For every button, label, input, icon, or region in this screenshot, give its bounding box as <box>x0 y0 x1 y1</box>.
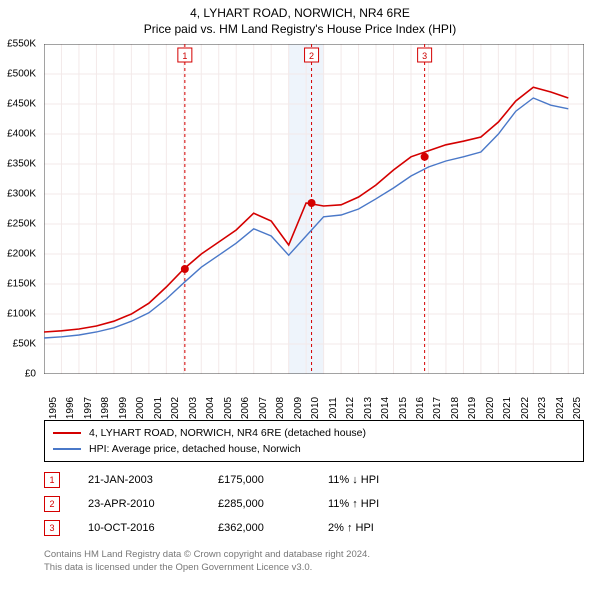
event-marker-3: 3 <box>44 520 60 536</box>
chart-svg: 1 2 3 <box>44 44 584 374</box>
legend-label-property: 4, LYHART ROAD, NORWICH, NR4 6RE (detach… <box>89 425 366 441</box>
event-marker-2: 2 <box>44 496 60 512</box>
svg-text:2: 2 <box>309 51 314 61</box>
event-pct-2: 11% ↑ HPI <box>328 492 448 516</box>
event-pct-1: 11% ↓ HPI <box>328 468 448 492</box>
legend-item-hpi: HPI: Average price, detached house, Norw… <box>53 441 575 457</box>
event-row-1: 1 21-JAN-2003 £175,000 11% ↓ HPI <box>44 468 584 492</box>
legend-swatch-hpi <box>53 448 81 450</box>
chart-area: 1 2 3 <box>44 44 584 374</box>
chart-title-line1: 4, LYHART ROAD, NORWICH, NR4 6RE <box>0 0 600 20</box>
legend: 4, LYHART ROAD, NORWICH, NR4 6RE (detach… <box>44 420 584 462</box>
event-pct-3: 2% ↑ HPI <box>328 516 448 540</box>
legend-swatch-property <box>53 432 81 434</box>
event-date-1: 21-JAN-2003 <box>88 468 218 492</box>
footer-line1: Contains HM Land Registry data © Crown c… <box>44 548 584 561</box>
event-row-2: 2 23-APR-2010 £285,000 11% ↑ HPI <box>44 492 584 516</box>
event-price-3: £362,000 <box>218 516 328 540</box>
events-table: 1 21-JAN-2003 £175,000 11% ↓ HPI 2 23-AP… <box>44 468 584 540</box>
event-date-3: 10-OCT-2016 <box>88 516 218 540</box>
event-price-1: £175,000 <box>218 468 328 492</box>
footer: Contains HM Land Registry data © Crown c… <box>44 548 584 574</box>
x-axis-labels: 1995199619971998199920002001200220032004… <box>44 376 584 416</box>
event-row-3: 3 10-OCT-2016 £362,000 2% ↑ HPI <box>44 516 584 540</box>
y-axis-labels: £0£50K£100K£150K£200K£250K£300K£350K£400… <box>0 44 40 374</box>
svg-text:1: 1 <box>182 51 187 61</box>
legend-item-property: 4, LYHART ROAD, NORWICH, NR4 6RE (detach… <box>53 425 575 441</box>
legend-label-hpi: HPI: Average price, detached house, Norw… <box>89 441 301 457</box>
event-date-2: 23-APR-2010 <box>88 492 218 516</box>
event-marker-1: 1 <box>44 472 60 488</box>
event-price-2: £285,000 <box>218 492 328 516</box>
svg-text:3: 3 <box>422 51 427 61</box>
chart-title-line2: Price paid vs. HM Land Registry's House … <box>0 20 600 36</box>
footer-line2: This data is licensed under the Open Gov… <box>44 561 584 574</box>
